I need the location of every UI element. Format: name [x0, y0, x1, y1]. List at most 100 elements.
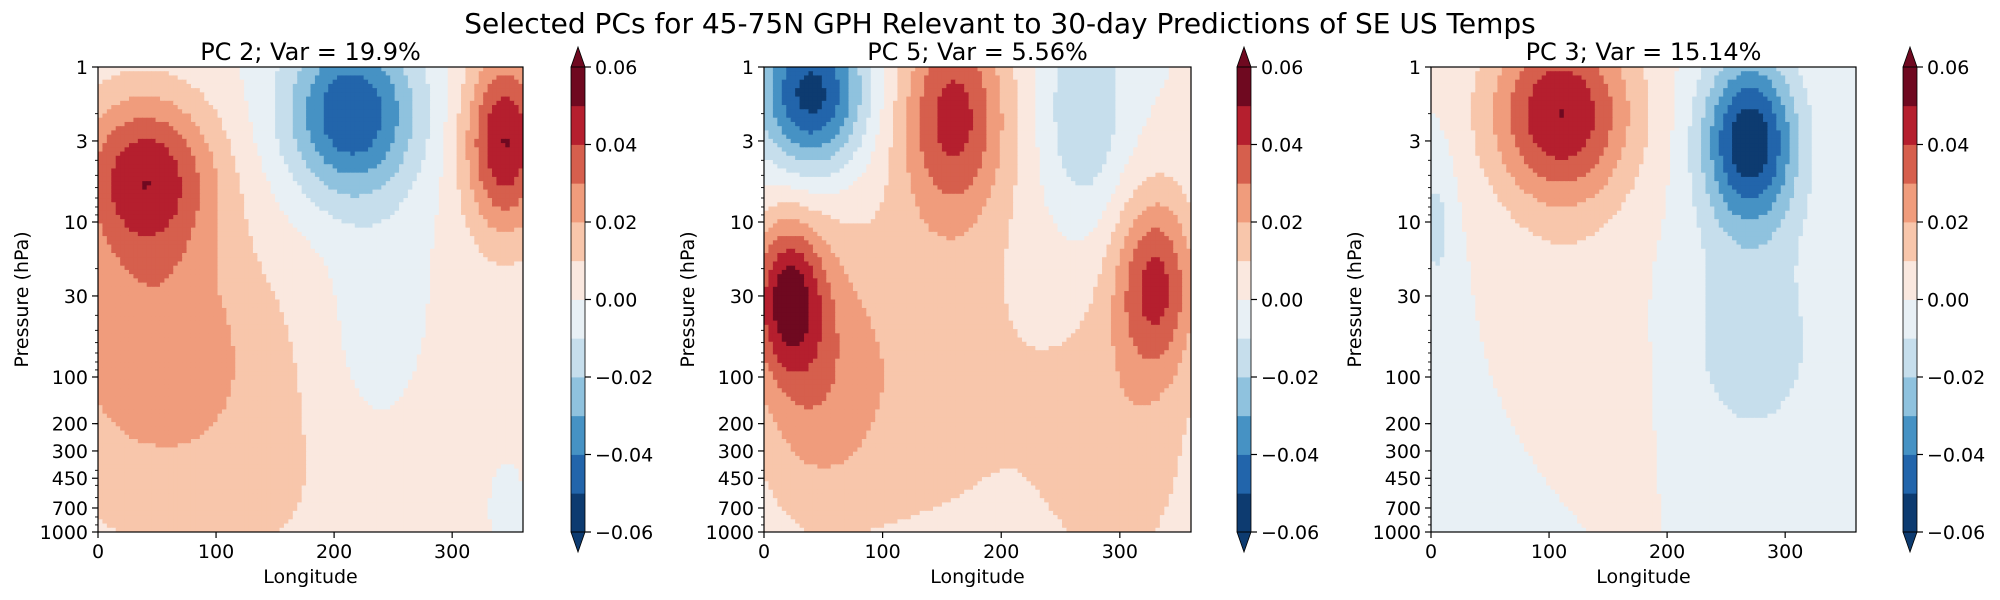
- contour-cell: [275, 244, 281, 250]
- contour-cell: [213, 231, 219, 237]
- contour-cell: [425, 151, 431, 157]
- contour-cell: [496, 257, 502, 263]
- contour-cell: [310, 172, 316, 178]
- contour-cell: [412, 83, 418, 89]
- contour-cell: [306, 134, 312, 140]
- contour-cell: [111, 143, 117, 148]
- contour-cell: [266, 143, 272, 148]
- contour-cell: [257, 109, 263, 115]
- contour-cell: [345, 265, 351, 271]
- contour-cell: [226, 278, 232, 284]
- contour-cell: [288, 176, 294, 182]
- contour-cell: [509, 67, 515, 72]
- contour-cell: [252, 143, 258, 148]
- contour-cell: [244, 257, 250, 263]
- contour-cell: [306, 109, 312, 115]
- contour-cell: [500, 164, 506, 170]
- contour-cell: [137, 240, 143, 246]
- contour-cell: [314, 113, 320, 119]
- contour-cell: [412, 244, 418, 250]
- contour-cell: [430, 227, 436, 233]
- contour-cell: [221, 202, 227, 208]
- contour-cell: [297, 147, 303, 153]
- contour-cell: [390, 88, 396, 93]
- contour-cell: [452, 147, 458, 153]
- contour-cell: [195, 189, 201, 195]
- contour-cell: [328, 227, 334, 233]
- contour-cell: [376, 244, 382, 250]
- contour-cell: [182, 75, 188, 81]
- contour-cell: [128, 214, 135, 220]
- contour-cell: [434, 100, 440, 106]
- contour-cell: [266, 240, 272, 246]
- contour-cell: [323, 240, 329, 246]
- contour-cell: [106, 244, 112, 250]
- contour-cell: [337, 130, 343, 136]
- contour-cell: [430, 265, 436, 271]
- contour-cell: [314, 79, 320, 85]
- contour-cell: [323, 265, 329, 271]
- contour-cell: [438, 244, 444, 250]
- contour-cell: [487, 219, 493, 225]
- contour-cell: [306, 261, 312, 267]
- contour-cell: [483, 83, 489, 89]
- contour-cell: [390, 227, 396, 233]
- contour-cell: [328, 147, 334, 153]
- contour-cell: [399, 240, 405, 246]
- contour-cell: [275, 164, 281, 170]
- contour-cell: [230, 83, 236, 89]
- contour-cell: [518, 100, 523, 106]
- contour-cell: [190, 109, 196, 115]
- contour-cell: [292, 164, 298, 170]
- contour-cell: [496, 274, 502, 279]
- contour-cell: [381, 257, 387, 263]
- contour-cell: [319, 168, 325, 174]
- contour-cell: [146, 248, 152, 254]
- contour-cell: [368, 83, 374, 89]
- contour-cell: [500, 121, 506, 127]
- contour-cell: [487, 71, 493, 77]
- contour-cell: [297, 126, 303, 132]
- contour-cell: [208, 88, 214, 93]
- contour-cell: [372, 236, 378, 241]
- contour-cell: [314, 223, 320, 229]
- contour-cell: [297, 172, 303, 178]
- contour-cell: [102, 206, 108, 212]
- contour-cell: [390, 168, 396, 174]
- contour-cell: [177, 75, 183, 81]
- contour-cell: [252, 75, 258, 81]
- contour-cell: [106, 214, 112, 220]
- contour-cell: [168, 83, 174, 89]
- contour-cell: [518, 253, 523, 258]
- contour-cell: [261, 261, 267, 267]
- contour-cell: [332, 151, 338, 157]
- contour-cell: [106, 126, 112, 132]
- contour-cell: [487, 231, 493, 237]
- contour-cell: [248, 164, 254, 170]
- contour-cell: [137, 75, 143, 81]
- contour-cell: [204, 164, 210, 170]
- contour-cell: [226, 105, 232, 110]
- contour-cell: [323, 147, 329, 153]
- contour-cell: [244, 231, 250, 237]
- contour-cell: [323, 202, 329, 208]
- contour-cell: [505, 143, 511, 148]
- contour-cell: [345, 253, 351, 258]
- contour-cell: [283, 121, 289, 127]
- contour-cell: [279, 134, 285, 140]
- contour-cell: [102, 181, 108, 186]
- contour-cell: [142, 219, 148, 225]
- contour-cell: [328, 109, 334, 115]
- contour-cell: [248, 227, 254, 233]
- contour-cell: [151, 88, 157, 93]
- contour-cell: [142, 92, 148, 98]
- contour-cell: [151, 219, 157, 225]
- contour-cell: [359, 172, 365, 178]
- contour-cell: [106, 67, 112, 72]
- contour-cell: [376, 181, 382, 186]
- contour-cell: [354, 168, 360, 174]
- contour-cell: [421, 219, 427, 225]
- contour-cell: [235, 261, 241, 267]
- contour-cell: [279, 219, 285, 225]
- contour-cell: [430, 198, 436, 203]
